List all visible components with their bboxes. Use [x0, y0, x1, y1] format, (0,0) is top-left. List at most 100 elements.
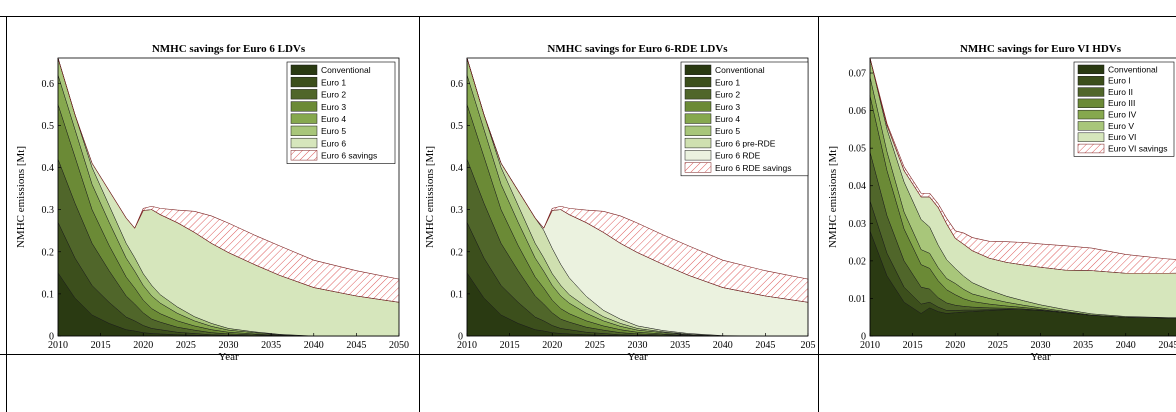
legend-swatch-euro-6 — [290, 137, 318, 149]
legend-swatch-euro-3 — [684, 101, 712, 112]
x-tick-label: 2045 — [1158, 340, 1176, 351]
x-tick-label: 2020 — [133, 340, 153, 351]
legend-label-euro-4: Euro 4 — [321, 114, 346, 124]
y-tick-label: 0.2 — [451, 247, 464, 258]
chart-title: NMHC savings for Euro 6-RDE LDVs — [547, 43, 728, 55]
table-top-border — [0, 16, 1176, 17]
y-tick-label: 0.6 — [42, 79, 55, 90]
x-tick-label: 2030 — [628, 340, 648, 351]
x-tick-label: 2015 — [91, 340, 111, 351]
y-tick-label: 0.04 — [849, 181, 867, 192]
legend-swatch-conventional — [290, 64, 318, 75]
table-divider-horizontal — [0, 354, 1176, 355]
legend-swatch-euro-6-pre-rde — [684, 137, 712, 149]
y-tick-label: 0.1 — [42, 289, 55, 300]
legend-swatch-conventional — [1077, 64, 1105, 75]
x-tick-label: 2010 — [860, 340, 880, 351]
legend-label-euro-6-savings: Euro 6 savings — [321, 151, 377, 161]
x-tick-label: 2045 — [346, 340, 366, 351]
y-axis-label: NMHC emissions [Mt] — [827, 146, 839, 248]
legend-swatch-euro-iii — [1077, 98, 1105, 108]
chart-euro6-rde-ldv: 2010 2015 2020 2025 2030 2035 2040 2045 20500.10… — [424, 43, 816, 363]
y-tick-label: 0.03 — [849, 219, 867, 230]
legend-label-euro-3: Euro 3 — [715, 102, 740, 112]
x-tick-label: 205 — [801, 340, 816, 351]
y-tick-label: 0.4 — [451, 163, 464, 174]
legend-label-euro-1: Euro 1 — [321, 77, 346, 87]
x-tick-label: 2025 — [988, 340, 1008, 351]
x-tick-label: 2015 — [903, 340, 923, 351]
legend-swatch-euro-v — [1077, 121, 1105, 131]
legend-label-euro-2: Euro 2 — [321, 90, 346, 100]
legend-label-euro-1: Euro 1 — [715, 77, 740, 87]
x-axis-label: Year — [218, 351, 239, 363]
x-axis-label: Year — [1030, 351, 1051, 363]
legend-swatch-euro-5 — [684, 125, 712, 136]
y-tick-label: 0 — [458, 332, 463, 343]
table-divider-2 — [818, 16, 819, 412]
y-tick-label: 0 — [861, 332, 866, 343]
legend-swatch-euro-iv — [1077, 109, 1105, 120]
y-tick-label: 0.4 — [42, 163, 55, 174]
y-tick-label: 0 — [49, 332, 54, 343]
y-axis-label: NMHC emissions [Mt] — [15, 146, 27, 248]
legend-label-euro-vi: Euro VI — [1108, 132, 1136, 142]
legend-swatch-euro-4 — [290, 113, 318, 124]
chart-title: NMHC savings for Euro VI HDVs — [960, 43, 1122, 55]
y-tick-label: 0.5 — [42, 121, 55, 132]
legend-label-euro-v: Euro V — [1108, 121, 1134, 131]
legend-label-conventional: Conventional — [715, 65, 765, 75]
y-tick-label: 0.2 — [42, 247, 55, 258]
legend-swatch-euro-vi-savings — [1077, 143, 1105, 154]
legend-swatch-euro-6-savings — [290, 150, 318, 161]
y-tick-label: 0.3 — [451, 205, 464, 216]
legend-swatch-euro-6-rde-savings — [684, 162, 712, 173]
x-tick-label: 2015 — [500, 340, 520, 351]
legend: Conventional Euro 1 Euro 2 Euro 3 Euro 4 Euro… — [286, 61, 396, 164]
legend-label-euro-2: Euro 2 — [715, 90, 740, 100]
x-tick-label: 2025 — [585, 340, 605, 351]
x-tick-label: 2040 — [713, 340, 733, 351]
x-tick-label: 2040 — [304, 340, 324, 351]
legend-label-euro-ii: Euro II — [1108, 87, 1133, 97]
legend-label-euro-6-rde-savings: Euro 6 RDE savings — [715, 163, 792, 173]
x-tick-label: 2035 — [670, 340, 690, 351]
x-tick-label: 2045 — [755, 340, 775, 351]
y-tick-label: 0.02 — [849, 256, 867, 267]
legend-label-euro-3: Euro 3 — [321, 102, 346, 112]
x-tick-label: 2030 — [1031, 340, 1051, 351]
y-tick-label: 0.06 — [849, 106, 867, 117]
x-tick-label: 2035 — [261, 340, 281, 351]
legend-swatch-euro-1 — [290, 76, 318, 88]
legend-swatch-euro-1 — [684, 76, 712, 88]
y-tick-label: 0.07 — [849, 69, 867, 80]
y-axis-label: NMHC emissions [Mt] — [424, 146, 436, 248]
x-tick-label: 2040 — [1116, 340, 1136, 351]
legend-swatch-conventional — [684, 64, 712, 75]
chart-eurovi-hdv: 201020152020202520302035204020452000.010… — [827, 43, 1176, 363]
chart-title: NMHC savings for Euro 6 LDVs — [152, 43, 306, 55]
y-tick-label: 0.5 — [451, 121, 464, 132]
area-euro-vi-savings — [869, 57, 1176, 274]
legend-label-euro-4: Euro 4 — [715, 114, 740, 124]
legend-swatch-euro-vi — [1077, 132, 1105, 142]
table-left-border — [6, 16, 7, 412]
x-tick-label: 2010 — [457, 340, 477, 351]
x-tick-label: 2035 — [1073, 340, 1093, 351]
legend-label-euro-iii: Euro III — [1108, 98, 1135, 108]
legend-swatch-euro-ii — [1077, 87, 1105, 97]
chart-euro6-ldv: 2010 2015 2020 2025 2030 2035 2040 2045 2050 0 0.1… — [15, 43, 409, 363]
legend-label-euro-i: Euro I — [1108, 76, 1131, 86]
legend-label-euro-5: Euro 5 — [321, 126, 346, 136]
legend-swatch-euro-4 — [684, 113, 712, 124]
legend-label-euro-6: Euro 6 — [321, 138, 346, 148]
x-tick-label: 2010 — [48, 340, 68, 351]
y-tick-label: 0.1 — [451, 289, 464, 300]
legend-swatch-euro-2 — [684, 89, 712, 100]
legend-label-euro-5: Euro 5 — [715, 126, 740, 136]
legend: Conventional Euro 1 Euro 2 Euro 3 Euro 4 Euro… — [680, 61, 809, 177]
y-tick-label: 0.6 — [451, 79, 464, 90]
y-tick-label: 0.3 — [42, 205, 55, 216]
x-tick-label: 2030 — [219, 340, 239, 351]
